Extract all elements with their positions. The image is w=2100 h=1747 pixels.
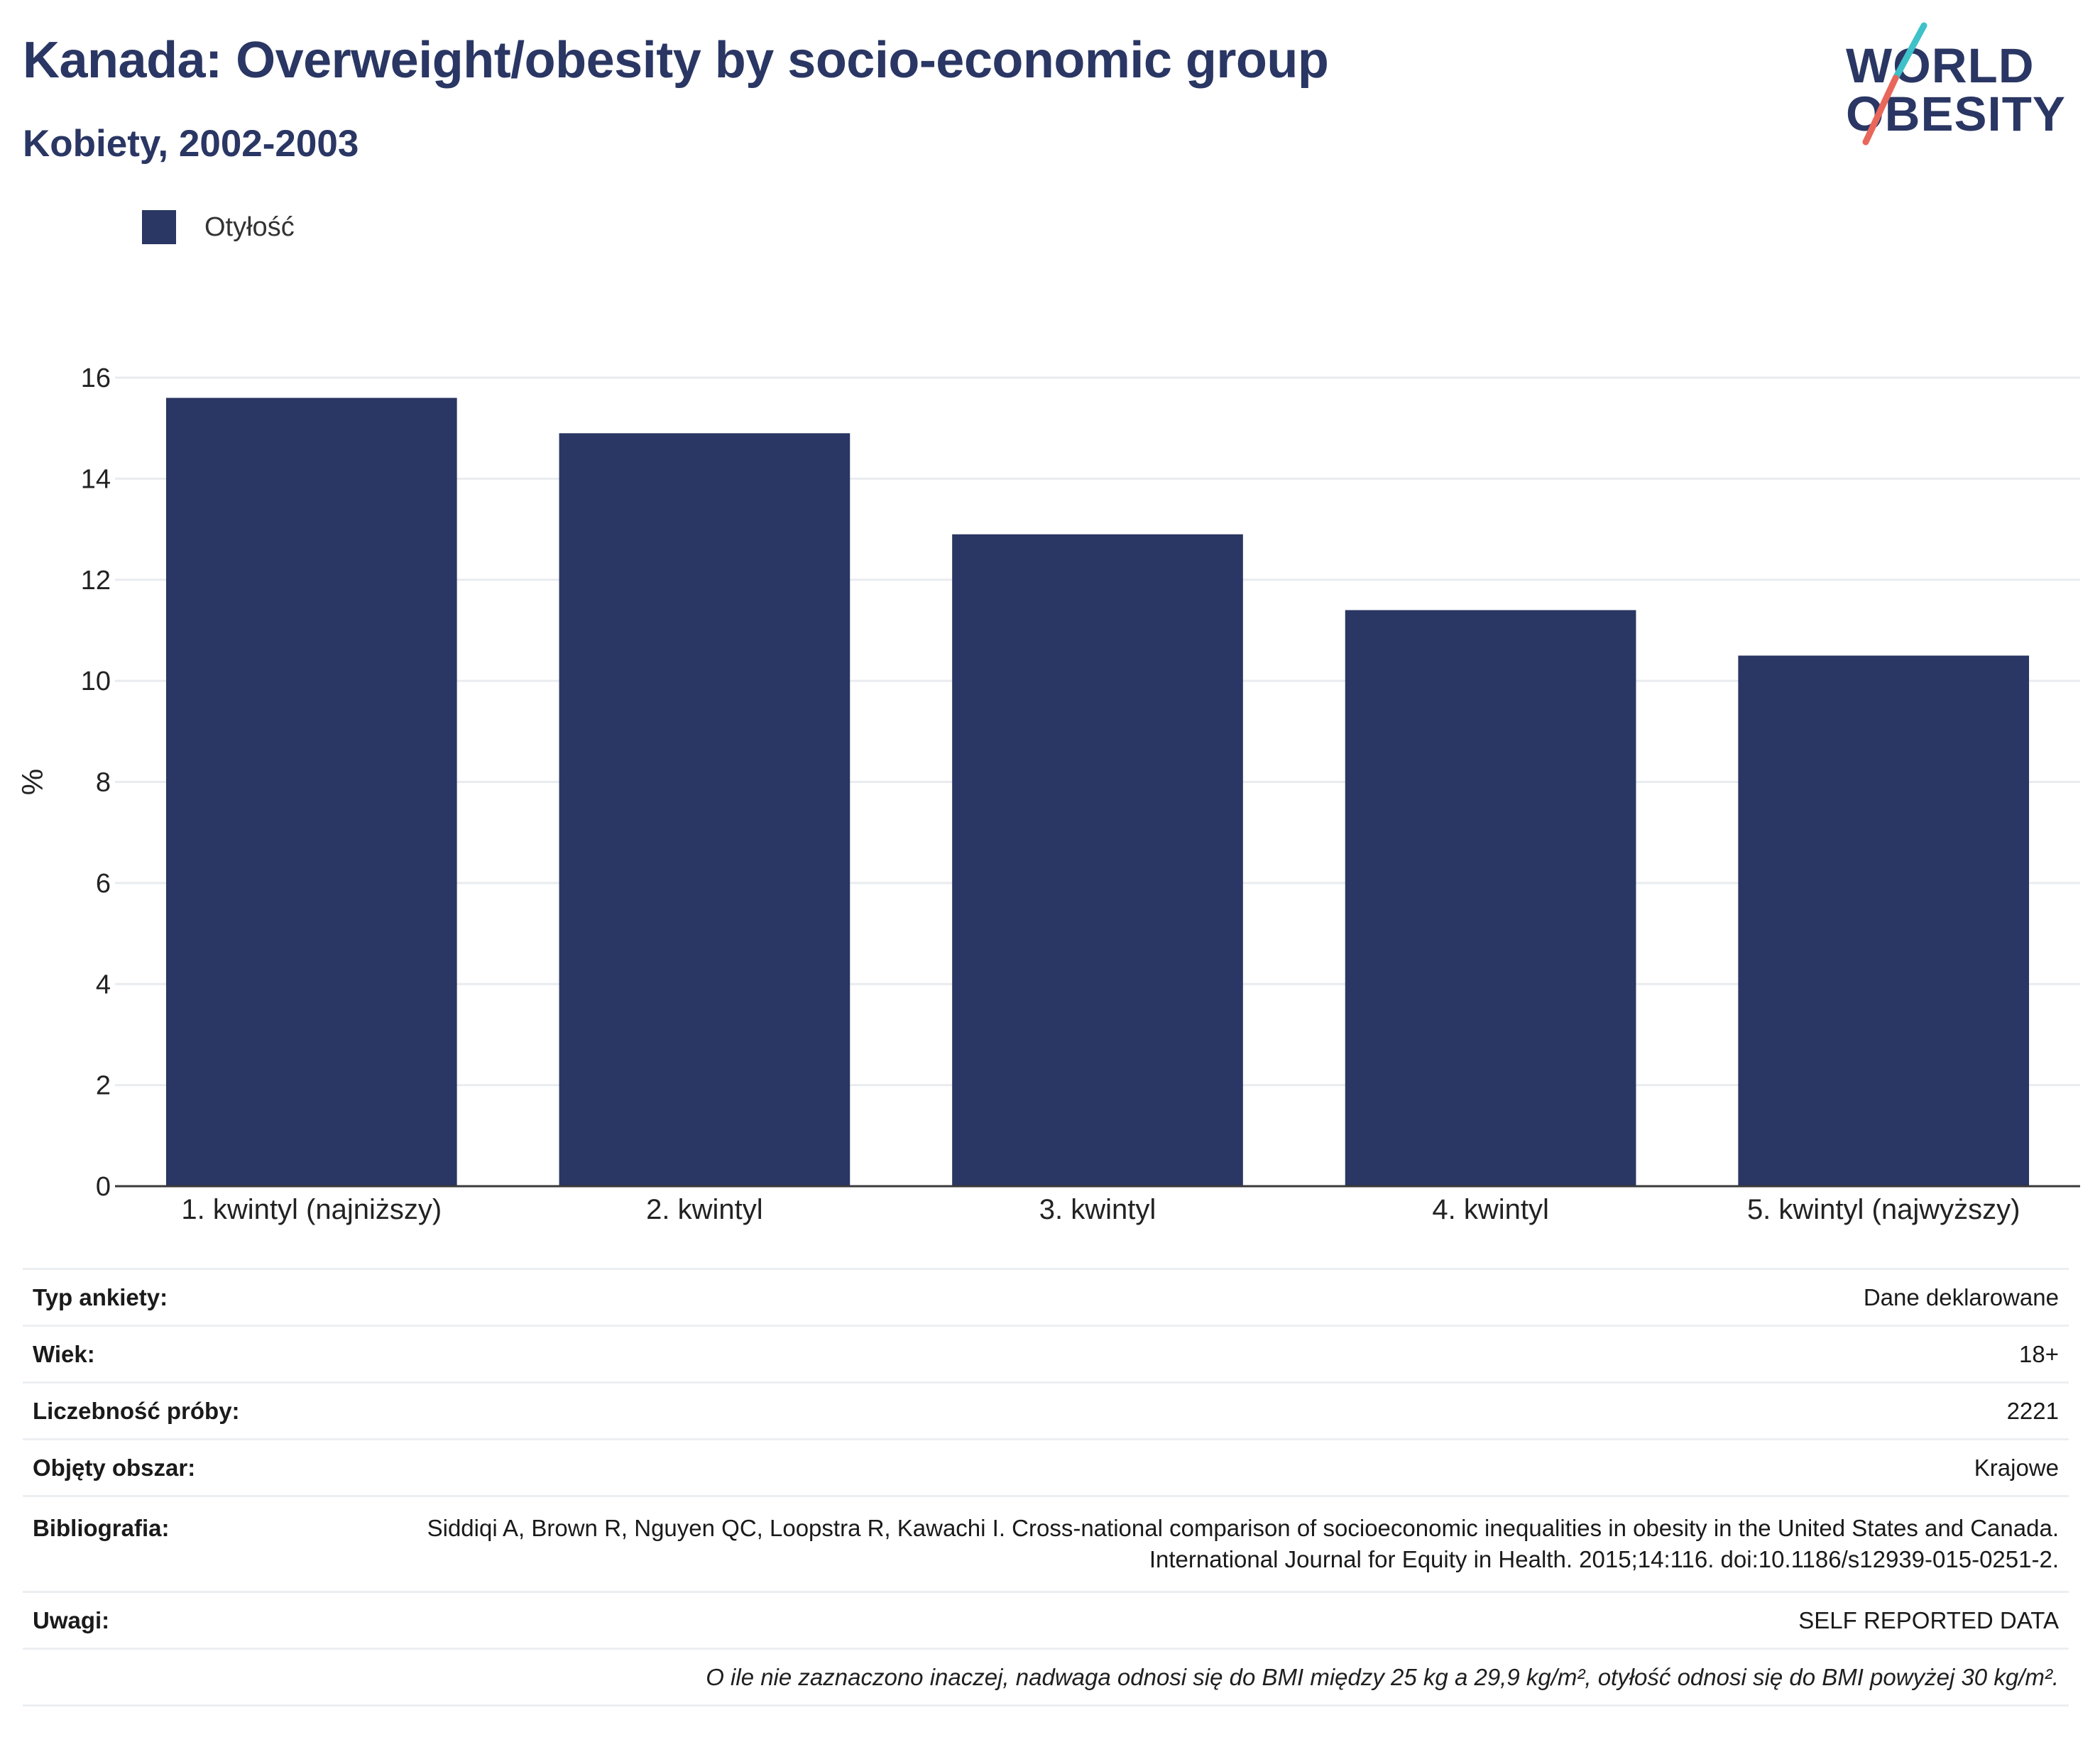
bibliography-citation: Siddiqi A, Brown R, Nguyen QC, Loopstra … [427, 1515, 2059, 1572]
info-key: Bibliografia: [33, 1515, 170, 1541]
legend-swatch-obesity [142, 210, 176, 244]
chart-subtitle: Kobiety, 2002-2003 [23, 123, 359, 165]
info-row-survey-type: Typ ankiety: Dane deklarowane [23, 1270, 2069, 1327]
info-value: 18+ [2019, 1340, 2059, 1367]
y-tick-label: 12 [81, 566, 111, 596]
chart-title: Kanada: Overweight/obesity by socio-econ… [23, 32, 1329, 89]
logo-word-1: WORLD [1846, 38, 2035, 93]
bar [165, 398, 457, 1186]
y-tick-label: 0 [96, 1172, 111, 1202]
info-row-bibliography: Bibliografia: Siddiqi A, Brown R, Nguyen… [23, 1497, 2069, 1593]
info-row-area: Objęty obszar: Krajowe [23, 1440, 2069, 1497]
info-row-notes: Uwagi: SELF REPORTED DATA [23, 1593, 2069, 1650]
info-key: Liczebność próby: [33, 1397, 240, 1424]
y-tick-label: 14 [81, 464, 111, 494]
legend-label-obesity: Otyłość [204, 212, 295, 242]
y-tick-label: 10 [81, 667, 111, 696]
axes: 0 2 4 6 8 10 12 14 16 1. kwintyl (najniższy) 2. kw… [81, 363, 2080, 1225]
info-row-age: Wiek: 18+ [23, 1327, 2069, 1384]
y-tick-label: 2 [96, 1071, 111, 1101]
bar [1738, 655, 2030, 1186]
info-key: Objęty obszar: [33, 1454, 196, 1481]
x-tick-label: 4. kwintyl [1432, 1194, 1549, 1225]
info-value: 2221 [2006, 1397, 2059, 1424]
info-value: Krajowe [1974, 1454, 2059, 1481]
info-value: Dane deklarowane [1863, 1283, 2059, 1310]
bar [952, 534, 1243, 1186]
x-tick-label: 2. kwintyl [646, 1194, 763, 1225]
bar [559, 433, 851, 1186]
y-tick-label: 6 [96, 869, 111, 899]
info-row-sample-size: Liczebność próby: 2221 [23, 1384, 2069, 1440]
info-value: SELF REPORTED DATA [1798, 1606, 2059, 1633]
bar-chart: 0 2 4 6 8 10 12 14 16 1. kwintyl (najniższy) 2. kw… [16, 363, 2080, 1225]
info-key: Typ ankiety: [33, 1283, 168, 1310]
y-tick-label: 8 [96, 768, 111, 798]
world-obesity-logo: WORLD OBESITY [1846, 20, 2087, 155]
info-key: Uwagi: [33, 1606, 110, 1633]
logo-slash-icon [1862, 22, 1927, 146]
chart-legend: Otyłość [142, 210, 295, 244]
bar [1345, 610, 1636, 1186]
y-tick-label: 16 [81, 363, 111, 393]
info-key: Wiek: [33, 1340, 95, 1367]
bars [165, 398, 2030, 1186]
y-axis-title: % [16, 769, 49, 795]
x-tick-label: 5. kwintyl (najwyższy) [1747, 1194, 2020, 1225]
definition-footnote: O ile nie zaznaczono inaczej, nadwaga od… [23, 1650, 2069, 1707]
metadata-table: Typ ankiety: Dane deklarowane Wiek: 18+ … [23, 1268, 2069, 1707]
x-tick-label: 1. kwintyl (najniższy) [181, 1194, 442, 1225]
x-tick-label: 3. kwintyl [1039, 1194, 1156, 1225]
logo-word-2: OBESITY [1846, 87, 2066, 141]
y-tick-label: 4 [96, 970, 111, 1000]
